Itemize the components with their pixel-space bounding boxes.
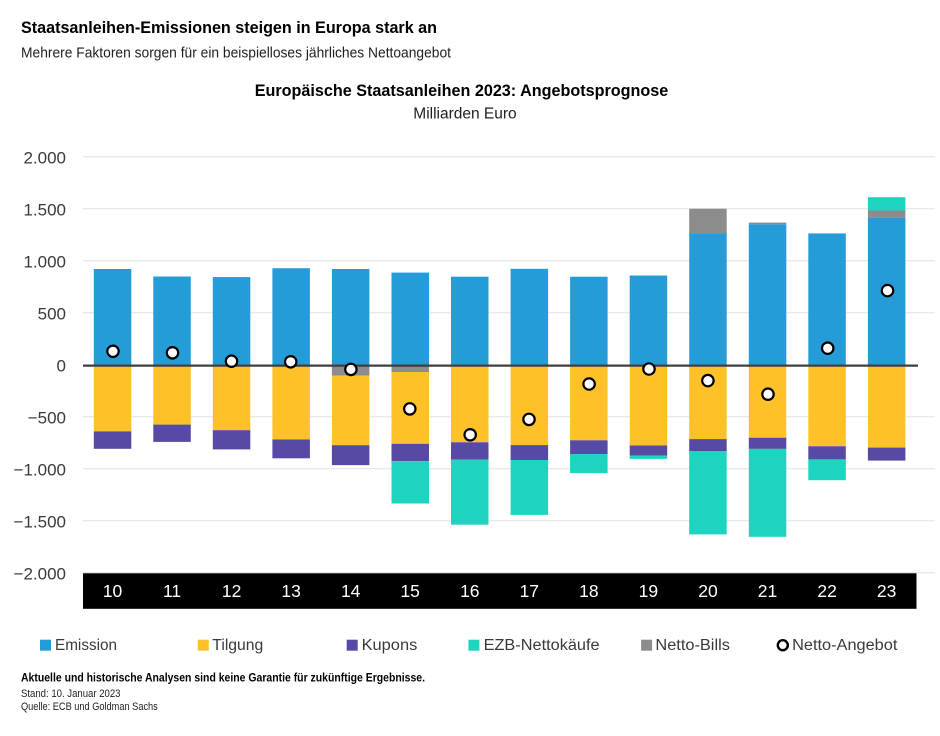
svg-text:−2.000: −2.000 xyxy=(14,564,66,583)
svg-text:Kupons: Kupons xyxy=(362,637,418,654)
svg-text:10: 10 xyxy=(103,581,123,601)
svg-text:18: 18 xyxy=(579,581,598,601)
svg-text:Mehrere Faktoren sorgen für ei: Mehrere Faktoren sorgen für ein beispiel… xyxy=(21,45,452,62)
svg-text:−1.500: −1.500 xyxy=(14,512,66,531)
svg-text:−1.000: −1.000 xyxy=(14,460,66,479)
svg-text:Tilgung: Tilgung xyxy=(212,637,263,654)
svg-text:0: 0 xyxy=(57,356,66,375)
svg-text:Quelle: ECB und Goldman Sachs: Quelle: ECB und Goldman Sachs xyxy=(21,701,158,713)
svg-text:21: 21 xyxy=(758,581,777,601)
svg-text:13: 13 xyxy=(281,581,300,601)
svg-text:1.500: 1.500 xyxy=(23,200,66,219)
svg-text:1.000: 1.000 xyxy=(23,252,66,271)
svg-text:19: 19 xyxy=(639,581,658,601)
svg-text:23: 23 xyxy=(877,581,896,601)
svg-text:2.000: 2.000 xyxy=(23,148,66,167)
svg-text:Emission: Emission xyxy=(55,637,117,654)
svg-text:−500: −500 xyxy=(28,408,66,427)
svg-text:EZB-Nettokäufe: EZB-Nettokäufe xyxy=(484,637,600,654)
svg-text:20: 20 xyxy=(698,581,718,601)
svg-text:11: 11 xyxy=(163,581,181,601)
svg-text:Netto-Angebot: Netto-Angebot xyxy=(792,637,898,654)
svg-text:22: 22 xyxy=(817,581,836,601)
svg-text:Aktuelle und historische Analy: Aktuelle und historische Analysen sind k… xyxy=(21,673,425,685)
svg-text:Stand: 10. Januar 2023: Stand: 10. Januar 2023 xyxy=(21,688,121,700)
svg-text:17: 17 xyxy=(520,581,539,601)
svg-text:14: 14 xyxy=(341,581,361,601)
svg-text:15: 15 xyxy=(400,581,419,601)
svg-text:12: 12 xyxy=(222,581,241,601)
svg-text:Netto-Bills: Netto-Bills xyxy=(655,637,730,654)
svg-text:Staatsanleihen-Emissionen stei: Staatsanleihen-Emissionen steigen in Eur… xyxy=(21,18,437,37)
svg-text:500: 500 xyxy=(38,304,66,323)
svg-text:Milliarden Euro: Milliarden Euro xyxy=(413,105,516,122)
svg-text:16: 16 xyxy=(460,581,479,601)
svg-text:Europäische Staatsanleihen 202: Europäische Staatsanleihen 2023: Angebot… xyxy=(255,82,669,100)
